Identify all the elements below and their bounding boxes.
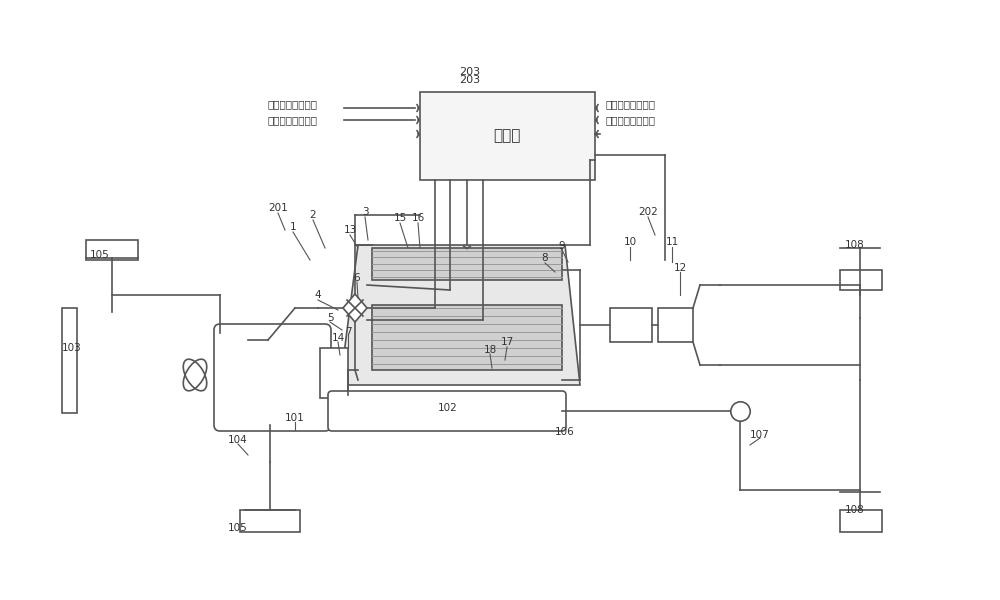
Text: 201: 201	[268, 203, 288, 213]
Bar	[372, 305, 562, 370]
Text: 第二参考发电温度: 第二参考发电温度	[605, 115, 655, 125]
Bar	[840, 270, 882, 290]
Text: 18: 18	[483, 345, 497, 355]
Text: 12: 12	[673, 263, 687, 273]
Text: 103: 103	[62, 343, 82, 353]
Bar	[240, 510, 300, 532]
Text: 控制器: 控制器	[493, 128, 521, 143]
Text: 11: 11	[665, 237, 679, 247]
Text: 101: 101	[285, 413, 305, 423]
Text: 5: 5	[327, 313, 333, 323]
Text: 14: 14	[331, 333, 345, 343]
Text: 15: 15	[393, 213, 407, 223]
Bar	[420, 92, 595, 180]
Text: 203: 203	[459, 67, 481, 77]
Text: 9: 9	[559, 241, 565, 251]
Text: 1: 1	[290, 222, 296, 232]
Bar	[658, 308, 693, 342]
Text: 105: 105	[228, 523, 248, 533]
Text: 4: 4	[315, 290, 321, 300]
Text: 第二参考开关温度: 第二参考开关温度	[268, 115, 318, 125]
Text: 102: 102	[438, 403, 458, 413]
Text: 107: 107	[750, 430, 770, 440]
Text: 17: 17	[500, 337, 514, 347]
FancyBboxPatch shape	[328, 391, 566, 431]
Text: 202: 202	[638, 207, 658, 217]
Text: 104: 104	[228, 435, 248, 445]
Bar	[62, 308, 77, 413]
Text: 108: 108	[845, 505, 865, 515]
Text: 10: 10	[623, 237, 637, 247]
Bar	[372, 248, 562, 280]
Text: 第一参考开关温度: 第一参考开关温度	[268, 99, 318, 109]
Text: 106: 106	[555, 427, 575, 437]
Text: 8: 8	[542, 253, 548, 263]
Text: 3: 3	[362, 207, 368, 217]
Bar	[840, 510, 882, 532]
Polygon shape	[340, 245, 580, 385]
Text: 第一参考发电温度: 第一参考发电温度	[605, 99, 655, 109]
Bar	[86, 240, 138, 260]
Bar	[610, 308, 652, 342]
Text: 105: 105	[90, 250, 110, 260]
Text: 108: 108	[845, 240, 865, 250]
Polygon shape	[343, 294, 367, 322]
Text: 2: 2	[310, 210, 316, 220]
Text: 13: 13	[343, 225, 357, 235]
FancyBboxPatch shape	[214, 324, 331, 431]
Text: 16: 16	[411, 213, 425, 223]
Bar	[320, 348, 348, 398]
Text: 6: 6	[354, 273, 360, 283]
Text: 7: 7	[345, 327, 351, 337]
Text: 203: 203	[459, 75, 481, 85]
